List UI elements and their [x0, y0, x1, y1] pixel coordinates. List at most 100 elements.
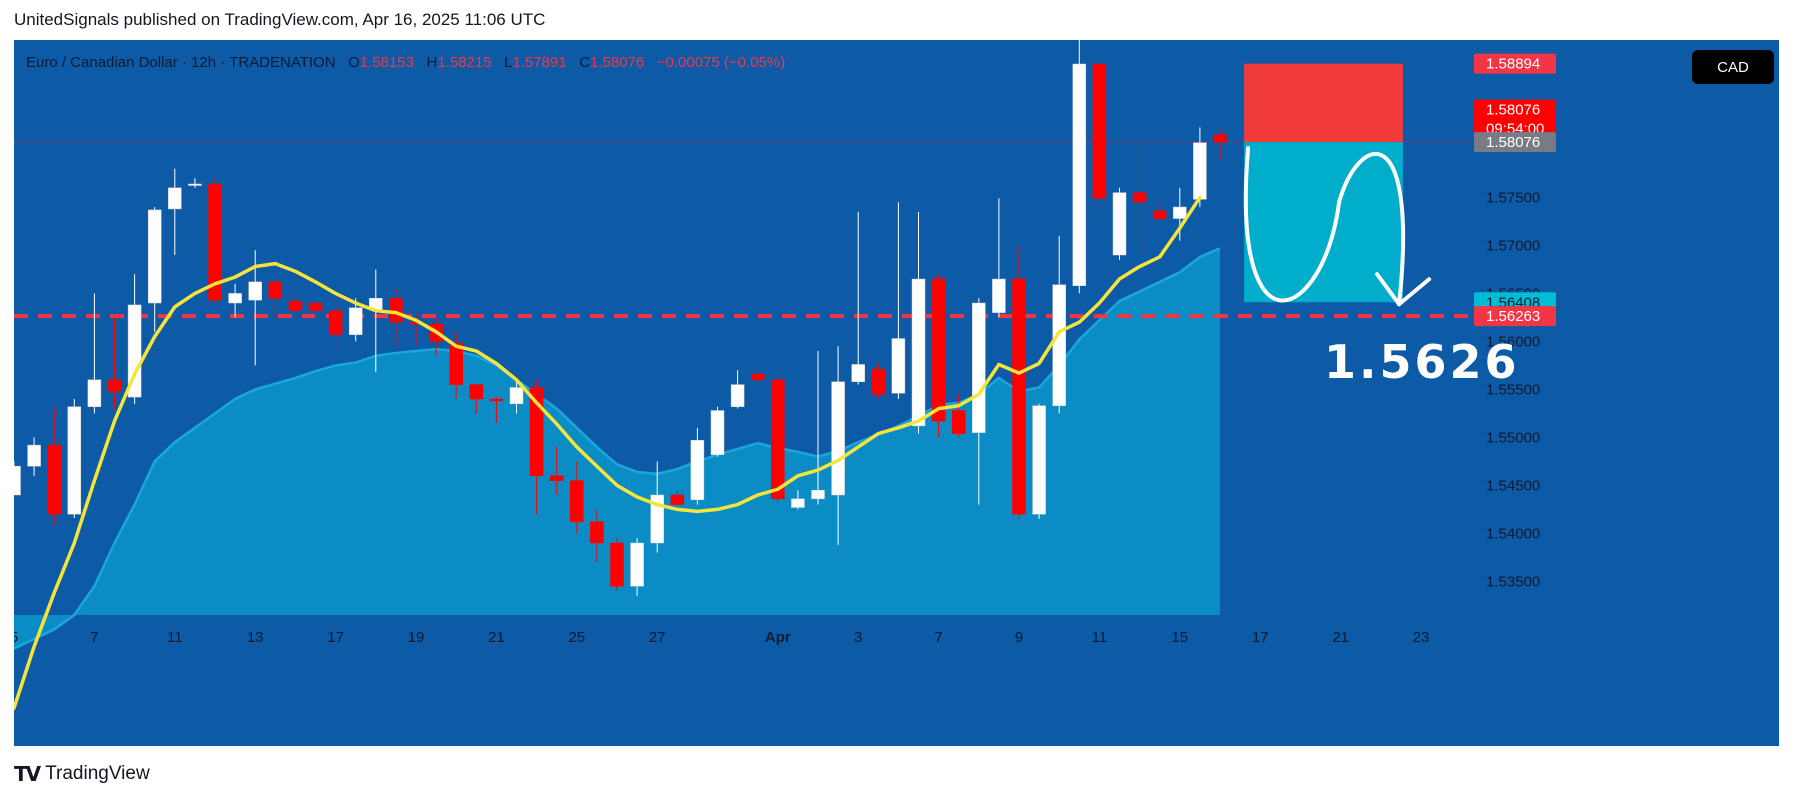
price-axis: 1.53500 1.54000 1.54500 1.55000 1.55500 1.560…: [1486, 189, 1540, 590]
tradingview-logo[interactable]: TV TradingView: [14, 762, 150, 786]
candle: [147, 207, 162, 332]
candle: [791, 490, 805, 510]
ema-line: [14, 195, 1202, 710]
candle: [248, 250, 262, 366]
candle: [389, 288, 403, 347]
candle-body: [730, 384, 745, 407]
candle: [1193, 127, 1207, 208]
candle: [590, 509, 604, 563]
candle: [690, 427, 705, 505]
candle-body: [851, 364, 865, 382]
candle-body: [87, 379, 102, 407]
candle-body: [610, 542, 624, 587]
candle-body: [188, 183, 202, 186]
candle: [14, 461, 21, 496]
candle-body: [590, 521, 604, 544]
candle: [168, 168, 182, 256]
candle-body: [549, 475, 564, 481]
price-tick-label: 1.53500: [1486, 573, 1540, 590]
candle: [831, 346, 845, 545]
last-price-tag-bg: [1474, 99, 1556, 140]
open-value: 1.58153: [359, 54, 414, 71]
price-tick-label: 1.55500: [1486, 381, 1540, 398]
candle-body: [771, 379, 785, 500]
candle: [730, 370, 745, 409]
candle: [449, 331, 463, 400]
candle: [1112, 187, 1127, 260]
candle-body: [1032, 405, 1046, 515]
time-tick-label: 3: [854, 629, 862, 646]
candle-body: [630, 542, 644, 587]
time-tick-label: 23: [1413, 629, 1430, 646]
time-tick-label: 11: [1092, 629, 1108, 646]
time-tick-label: 21: [488, 629, 505, 646]
candle: [710, 406, 725, 457]
open-label: O: [348, 54, 360, 71]
candle: [27, 437, 41, 476]
candle-body: [509, 387, 524, 405]
candle-body: [1132, 192, 1147, 203]
arrow-head: [1375, 272, 1432, 307]
candle-body: [14, 465, 21, 496]
candle-body: [389, 297, 403, 323]
candle: [1173, 187, 1187, 241]
candles-layer: [14, 40, 1227, 596]
candle: [570, 461, 584, 534]
candle: [992, 198, 1006, 318]
candle-body: [570, 480, 584, 523]
time-tick-label: 21: [1332, 629, 1349, 646]
price-tick-label: 1.57000: [1486, 237, 1540, 254]
candle-body: [1072, 63, 1087, 286]
candle: [288, 274, 303, 318]
candle: [228, 283, 242, 318]
candle-body: [348, 307, 363, 335]
time-tick-label: 7: [934, 629, 942, 646]
high-value: 1.58215: [437, 54, 492, 71]
candle-body: [168, 187, 182, 210]
candle-body: [288, 300, 303, 311]
candle-body: [1092, 63, 1107, 199]
tradingview-logo-icon: TV: [14, 762, 41, 786]
candle: [871, 362, 886, 400]
level-price-tag-text: 1.56263: [1486, 308, 1540, 325]
candle-body: [208, 183, 222, 301]
candle-body: [710, 410, 725, 455]
candle: [670, 490, 685, 505]
candle-body: [47, 444, 61, 515]
candle: [188, 178, 202, 188]
candle-body: [529, 387, 544, 477]
time-tick-label: 25: [568, 629, 585, 646]
low-label: L: [504, 54, 513, 71]
currency-button[interactable]: CAD: [1692, 50, 1774, 84]
candle: [67, 399, 82, 519]
candle-body: [449, 343, 463, 385]
position-layer: [1244, 63, 1403, 303]
candle-body: [1152, 210, 1167, 219]
candle-body: [931, 278, 946, 422]
time-tick-label: Apr: [765, 629, 791, 646]
candle-body: [1193, 142, 1207, 200]
candle-body: [147, 209, 162, 304]
candle: [1213, 128, 1227, 160]
candle-body: [107, 379, 122, 392]
candle: [208, 178, 222, 304]
candle-body: [1213, 134, 1227, 143]
chart-panel[interactable]: 1.53500 1.54000 1.54500 1.55000 1.55500 1.560…: [14, 40, 1779, 746]
candle: [549, 447, 564, 496]
wave-arrow-path: [1243, 146, 1405, 307]
candle-body: [891, 338, 906, 394]
candle-body: [489, 398, 504, 402]
candle-body: [972, 302, 986, 433]
area-fill: [14, 248, 1220, 649]
candle-body: [992, 278, 1006, 313]
candlestick-chart[interactable]: 1.53500 1.54000 1.54500 1.55000 1.55500 1.560…: [14, 40, 1779, 746]
stop-price-tag-text: 1.58894: [1486, 56, 1540, 73]
candle: [1072, 40, 1087, 294]
candle-body: [690, 440, 705, 501]
time-tick-label: 7: [90, 629, 98, 646]
candle-body: [811, 489, 825, 500]
ema-layer: [14, 195, 1202, 710]
symbol-legend: Euro / Canadian Dollar · 12h · TRADENATI…: [26, 54, 785, 71]
candle-body: [127, 304, 142, 398]
candle-body: [1112, 192, 1127, 256]
